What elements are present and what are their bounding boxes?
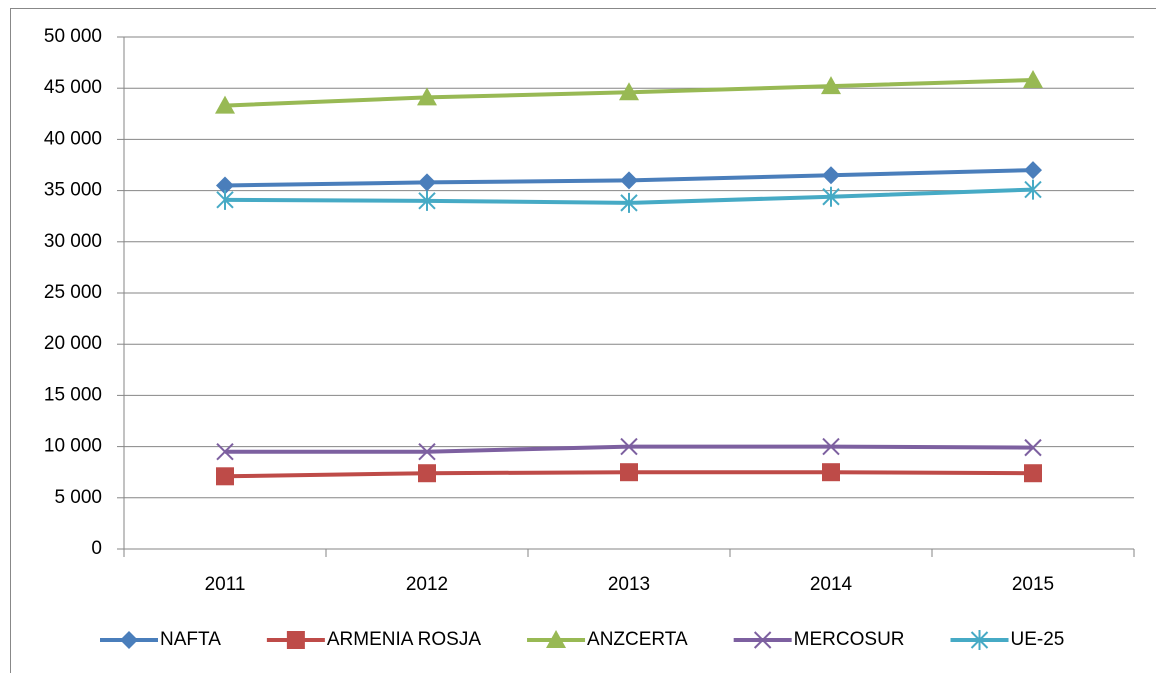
marker (970, 630, 989, 650)
x-tick-label: 2011 (205, 574, 246, 595)
y-tick-label: 50 000 (44, 26, 102, 47)
marker (619, 82, 639, 101)
y-tick-label: 40 000 (44, 128, 102, 149)
marker (417, 87, 437, 106)
legend-label: MERCOSUR (794, 629, 905, 650)
marker (418, 190, 436, 211)
legend-label: ARMENIA ROSJA (327, 629, 481, 650)
marker (120, 631, 138, 649)
y-tick-label: 25 000 (44, 282, 102, 303)
legend-label: ANZCERTA (587, 629, 688, 650)
chart-border (10, 8, 1156, 673)
x-tick-label: 2014 (810, 574, 853, 595)
y-tick-label: 45 000 (44, 77, 102, 98)
marker (620, 463, 638, 482)
marker (822, 437, 840, 456)
marker (216, 467, 234, 486)
marker (620, 437, 638, 456)
marker (822, 166, 840, 185)
y-tick-label: 35 000 (44, 180, 102, 201)
marker (620, 171, 638, 190)
marker (822, 186, 840, 207)
marker (216, 443, 234, 461)
y-tick-label: 5 000 (54, 487, 102, 508)
x-tick-label: 2012 (406, 574, 448, 595)
marker (216, 176, 234, 195)
marker (620, 192, 638, 213)
legend: NAFTA ARMENIA ROSJA ANZCERTA MERCOSUR UE-25 (100, 629, 1064, 650)
y-tick-label: 15 000 (44, 384, 102, 405)
marker (546, 630, 567, 648)
marker (286, 631, 305, 649)
y-tick-label: 20 000 (44, 333, 102, 354)
y-tick-label: 30 000 (44, 231, 102, 252)
marker (1024, 464, 1042, 483)
marker (216, 189, 234, 210)
x-tick-label: 2013 (608, 574, 650, 595)
marker (215, 95, 235, 114)
x-tick-label: 2015 (1012, 574, 1054, 595)
y-tick-label: 0 (91, 538, 102, 559)
marker (418, 173, 436, 192)
marker (1024, 161, 1042, 180)
marker (822, 463, 840, 482)
marker (418, 464, 436, 483)
marker (1024, 179, 1042, 200)
marker (821, 76, 841, 95)
marker (418, 443, 436, 461)
y-tick-label: 10 000 (44, 436, 102, 457)
legend-label: UE-25 (1011, 629, 1065, 650)
marker (1024, 438, 1042, 457)
marker (1023, 70, 1043, 89)
legend-label: NAFTA (160, 629, 221, 650)
marker (753, 631, 772, 649)
